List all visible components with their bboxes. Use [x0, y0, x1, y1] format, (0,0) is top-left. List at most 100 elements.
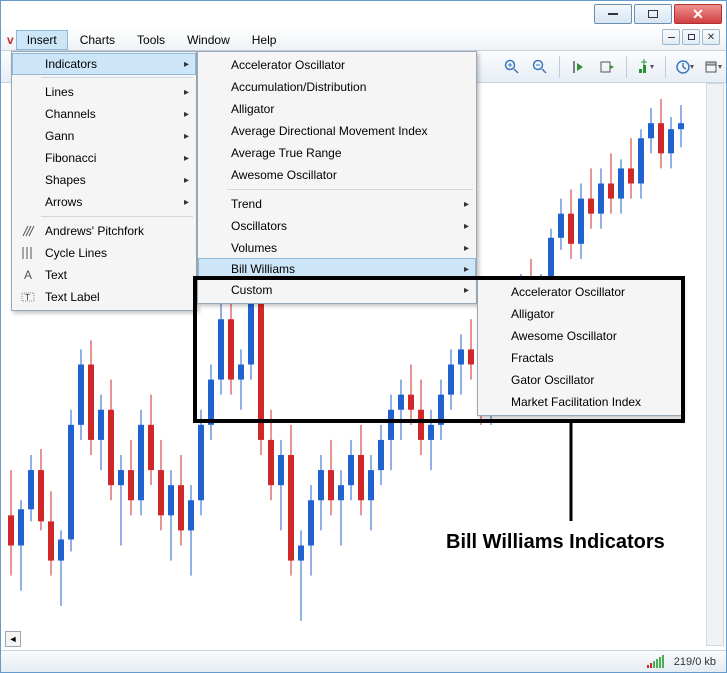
menu-item-label: Market Facilitation Index [511, 395, 641, 409]
zoom-in-icon[interactable] [499, 54, 525, 80]
mdi-window-buttons: ✕ [662, 29, 720, 45]
menu-window[interactable]: Window [177, 31, 240, 49]
app-window: ✕ v Insert Charts Tools Window Help ✕ In… [0, 0, 727, 673]
menu-item-label: Alligator [231, 102, 274, 116]
billwilliams-menu-gator-oscillator[interactable]: Gator Oscillator [479, 369, 680, 391]
submenu-arrow-icon: ▸ [184, 175, 189, 186]
menu-item-label: Average True Range [231, 146, 342, 160]
menu-help[interactable]: Help [242, 31, 287, 49]
window-maximize-button[interactable] [634, 4, 672, 24]
indicators-menu-bill-williams[interactable]: Bill Williams▸ [198, 258, 476, 280]
billwilliams-menu-market-facilitation-index[interactable]: Market Facilitation Index [479, 391, 680, 413]
indicators-menu-average-true-range[interactable]: Average True Range [199, 142, 475, 164]
auto-scroll-icon[interactable] [594, 54, 620, 80]
mdi-close-button[interactable]: ✕ [702, 29, 720, 45]
billwilliams-menu-fractals[interactable]: Fractals [479, 347, 680, 369]
menu-item-label: Alligator [511, 307, 554, 321]
blank-icon [19, 105, 37, 123]
menu-item-label: Oscillators [231, 219, 287, 233]
menu-item-label: Custom [231, 283, 272, 297]
menu-item-label: Trend [231, 197, 262, 211]
menu-item-label: Cycle Lines [45, 246, 107, 260]
menu-item-label: Andrews' Pitchfork [45, 224, 144, 238]
indicators-menu-average-directional-movement-index[interactable]: Average Directional Movement Index [199, 120, 475, 142]
insert-menu-shapes[interactable]: Shapes ▸ [13, 169, 195, 191]
titlebar: ✕ [594, 1, 726, 27]
menu-item-label: Accumulation/Distribution [231, 80, 366, 94]
toolbar-separator [665, 56, 666, 78]
menu-item-label: Fractals [511, 351, 554, 365]
window-minimize-button[interactable] [594, 4, 632, 24]
menu-item-label: Awesome Oscillator [511, 329, 617, 343]
blank-icon [19, 193, 37, 211]
menu-item-label: Gator Oscillator [511, 373, 594, 387]
menu-item-label: Fibonacci [45, 151, 96, 165]
cycle-icon [19, 244, 37, 262]
insert-menu-arrows[interactable]: Arrows▸ [13, 191, 195, 213]
status-kb: 219/0 kb [674, 656, 716, 668]
chart-shift-icon[interactable] [566, 54, 592, 80]
billwilliams-menu-alligator[interactable]: Alligator [479, 303, 680, 325]
svg-text:T: T [25, 293, 30, 302]
mdi-minimize-button[interactable] [662, 29, 680, 45]
indicators-dropdown-icon[interactable] [633, 54, 659, 80]
menu-item-label: Awesome Oscillator [231, 168, 337, 182]
menu-separator [227, 189, 473, 190]
menu-item-label: Bill Williams [231, 262, 295, 276]
billwilliams-menu-awesome-oscillator[interactable]: Awesome Oscillator [479, 325, 680, 347]
menu-item-label: Channels [45, 107, 96, 121]
menu-tools[interactable]: Tools [127, 31, 175, 49]
menu-item-label: Accelerator Oscillator [511, 285, 625, 299]
indicators-menu-alligator[interactable]: Alligator [199, 98, 475, 120]
insert-menu-cycle-lines[interactable]: Cycle Lines [13, 242, 195, 264]
menu-item-label: Text Label [45, 290, 100, 304]
insert-menu-fibonacci[interactable]: Fibonacci ▸ [13, 147, 195, 169]
menu-item-label: Accelerator Oscillator [231, 58, 345, 72]
billwilliams-menu-accelerator-oscillator[interactable]: Accelerator Oscillator [479, 281, 680, 303]
submenu-arrow-icon: ▸ [464, 221, 469, 232]
menu-item-label: Lines [45, 85, 74, 99]
zoom-out-icon[interactable] [527, 54, 553, 80]
menu-separator [41, 216, 193, 217]
insert-menu-text[interactable]: AText [13, 264, 195, 286]
indicators-menu-custom[interactable]: Custom ▸ [199, 279, 475, 301]
submenu-arrow-icon: ▸ [184, 153, 189, 164]
chart-tab-scroll-left-icon[interactable]: ◄ [5, 631, 21, 647]
periodicity-icon[interactable] [672, 54, 698, 80]
insert-menu-lines[interactable]: Lines ▸ [13, 81, 195, 103]
insert-menu-andrews-pitchfork[interactable]: Andrews' Pitchfork [13, 220, 195, 242]
templates-icon[interactable] [700, 54, 726, 80]
submenu-arrow-icon: ▸ [184, 109, 189, 120]
menu-accelerator: v [7, 33, 14, 47]
indicators-menu-accelerator-oscillator[interactable]: Accelerator Oscillator [199, 54, 475, 76]
mdi-restore-button[interactable] [682, 29, 700, 45]
blank-icon [19, 55, 37, 73]
menu-insert[interactable]: Insert [16, 30, 68, 50]
submenu-arrow-icon: ▸ [464, 199, 469, 210]
indicators-menu-awesome-oscillator[interactable]: Awesome Oscillator [199, 164, 475, 186]
menu-item-label: Arrows [45, 195, 82, 209]
indicators-menu-trend[interactable]: Trend ▸ [199, 193, 475, 215]
insert-menu-text-label[interactable]: T Text Label [13, 286, 195, 308]
vertical-scrollbar[interactable] [706, 83, 724, 646]
menu-item-label: Text [45, 268, 67, 282]
submenu-arrow-icon: ▸ [464, 243, 469, 254]
menu-item-label: Gann [45, 129, 74, 143]
indicators-menu-accumulation-distribution[interactable]: Accumulation/Distribution [199, 76, 475, 98]
submenu-arrow-icon: ▸ [464, 285, 469, 296]
insert-menu-channels[interactable]: Channels ▸ [13, 103, 195, 125]
insert-menu-gann[interactable]: Gann▸ [13, 125, 195, 147]
blank-icon [19, 171, 37, 189]
blank-icon [19, 83, 37, 101]
indicators-menu-oscillators[interactable]: Oscillators ▸ [199, 215, 475, 237]
window-close-button[interactable]: ✕ [674, 4, 722, 24]
T:-icon: T [19, 288, 37, 306]
indicators-menu-volumes[interactable]: Volumes ▸ [199, 237, 475, 259]
menu-item-label: Shapes [45, 173, 86, 187]
submenu-arrow-icon: ▸ [184, 87, 189, 98]
blank-icon [19, 127, 37, 145]
menu-charts[interactable]: Charts [70, 31, 125, 49]
menu-item-label: Volumes [231, 241, 277, 255]
insert-menu-indicators[interactable]: Indicators▸ [12, 53, 196, 75]
indicators-dropdown: Accelerator Oscillator Accumulation/Distr… [197, 51, 477, 304]
